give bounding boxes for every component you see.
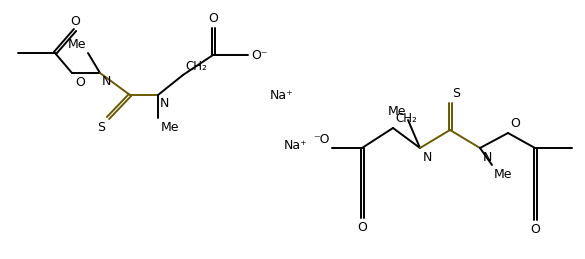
Text: Me: Me bbox=[67, 38, 86, 51]
Text: O: O bbox=[70, 15, 80, 28]
Text: N: N bbox=[423, 151, 432, 164]
Text: CH₂: CH₂ bbox=[185, 60, 207, 73]
Text: S: S bbox=[452, 87, 460, 100]
Text: O: O bbox=[208, 12, 218, 25]
Text: N: N bbox=[102, 75, 111, 88]
Text: N: N bbox=[483, 151, 493, 164]
Text: Me: Me bbox=[387, 105, 406, 118]
Text: Me: Me bbox=[161, 121, 180, 134]
Text: CH₂: CH₂ bbox=[395, 112, 417, 125]
Text: O: O bbox=[357, 221, 367, 234]
Text: N: N bbox=[160, 97, 170, 110]
Text: Na⁺: Na⁺ bbox=[270, 89, 294, 102]
Text: Me: Me bbox=[494, 168, 512, 181]
Text: O⁻: O⁻ bbox=[251, 48, 267, 61]
Text: S: S bbox=[97, 121, 105, 134]
Text: O: O bbox=[75, 76, 85, 89]
Text: ⁻O: ⁻O bbox=[314, 133, 330, 146]
Text: O: O bbox=[510, 117, 520, 130]
Text: O: O bbox=[530, 223, 540, 236]
Text: Na⁺: Na⁺ bbox=[283, 139, 307, 152]
